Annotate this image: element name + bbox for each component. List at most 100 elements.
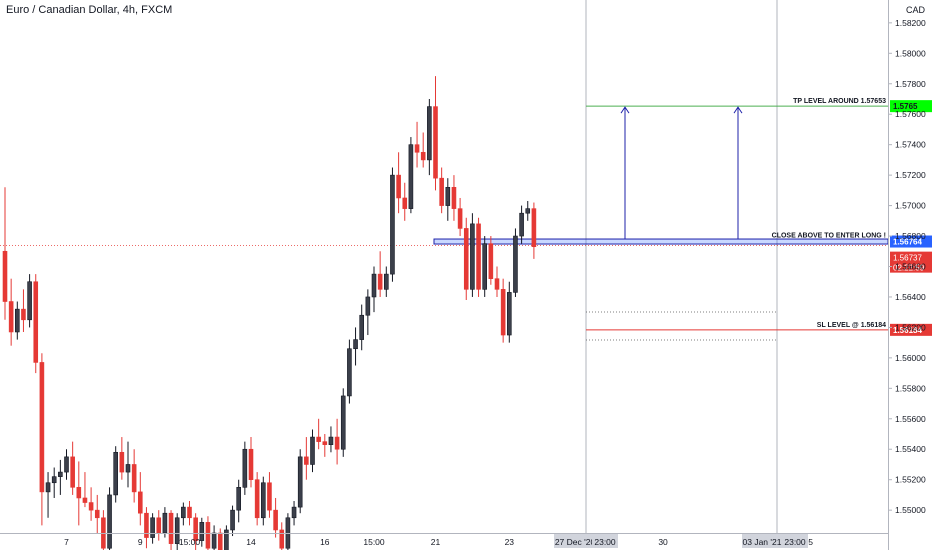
tp-price-tag: 1.5765 [893, 102, 918, 111]
candle-body [353, 339, 358, 350]
candle-body [187, 506, 192, 519]
candle-body [156, 517, 162, 534]
y-tick-label: 1.56800 [895, 231, 926, 241]
candle-body [119, 451, 125, 473]
candle-body [70, 456, 75, 488]
y-tick-label: 1.58200 [895, 18, 926, 28]
candle-body [316, 436, 321, 442]
candle-body [304, 456, 309, 465]
y-tick-label: 1.57800 [895, 79, 926, 89]
candle-body [439, 177, 444, 206]
candle-body [260, 482, 266, 519]
candle-body [64, 456, 69, 473]
candle-body [297, 456, 303, 508]
candle-body [248, 448, 254, 481]
candle-body [402, 197, 408, 209]
tp-price-tag-bg [890, 100, 932, 113]
candle-body [236, 487, 241, 511]
grid-layer [585, 0, 778, 533]
candle-body [224, 529, 229, 555]
candle-body [377, 273, 383, 290]
entry-label: CLOSE ABOVE TO ENTER LONG ! [772, 233, 886, 240]
y-tick-label: 1.55000 [895, 505, 926, 515]
candle-body [21, 308, 26, 321]
candle-body [193, 517, 198, 541]
candle-body [76, 487, 82, 499]
candle-body [531, 208, 537, 248]
candles-layer [2, 76, 537, 555]
candle-body [525, 208, 531, 214]
target-arrowhead [620, 106, 630, 114]
candle-body [181, 506, 186, 519]
y-tick-label: 1.58000 [895, 48, 926, 58]
time-marker-time: 23:00 [784, 537, 806, 547]
time-marker-date-bg [742, 534, 782, 548]
candle-body [445, 187, 451, 206]
x-tick-label: 14 [246, 537, 256, 547]
entry-zone-band [433, 238, 889, 245]
time-marker-date: 03 Jan '21 [743, 537, 782, 547]
candle-body [457, 208, 463, 229]
candle-body [39, 362, 45, 493]
candle-body [371, 273, 377, 298]
candle-body [340, 395, 346, 450]
candle-body [383, 273, 389, 290]
candle-body [230, 509, 235, 531]
candle-body [427, 106, 432, 161]
candle-body [408, 144, 414, 209]
entry-price-tag: 1.56764 [893, 238, 922, 247]
candle-body [131, 464, 137, 493]
candle-body [33, 281, 39, 363]
sl-price-tag: 1.56184 [893, 326, 922, 335]
candle-body [365, 296, 371, 316]
candle-body [51, 476, 57, 484]
candle-body [420, 151, 426, 161]
sl-price-tag-bg [890, 323, 932, 336]
candle-body [359, 314, 365, 340]
y-tick-label: 1.55200 [895, 475, 926, 485]
candle-body [500, 289, 506, 336]
y-tick-label: 1.56600 [895, 262, 926, 272]
y-tick-label: 1.57400 [895, 140, 926, 150]
x-tick-label: 16 [320, 537, 330, 547]
candle-body [519, 212, 524, 237]
annotation-back-layer [0, 238, 889, 341]
candle-body [279, 529, 285, 549]
time-marker-time-bg [782, 534, 808, 548]
current-price-tag-bg [890, 251, 932, 273]
candle-body [88, 502, 94, 511]
candle-body [211, 532, 217, 549]
x-tick-label: 15:00 [363, 537, 385, 547]
y-tick-label: 1.56200 [895, 322, 926, 332]
candle-body [113, 451, 118, 496]
current-price-tag: 1.56737 [893, 254, 922, 263]
candle-body [322, 441, 328, 445]
candle-body [273, 509, 278, 531]
candle-body [144, 512, 149, 538]
candle-body [476, 223, 481, 290]
candle-body [254, 479, 260, 519]
y-tick-label: 1.57200 [895, 170, 926, 180]
time-marker-date-bg [554, 534, 596, 548]
candle-body [162, 512, 168, 534]
candle-body [8, 301, 14, 333]
x-tick-label: 30 [658, 537, 668, 547]
y-tick-label: 1.55600 [895, 414, 926, 424]
candle-body [217, 532, 223, 555]
candle-body [107, 494, 112, 549]
candle-body [396, 174, 401, 199]
candle-body [205, 522, 211, 549]
sl-label: SL LEVEL @ 1.56184 [817, 322, 886, 329]
candle-body [291, 506, 297, 519]
y-tick-label: 1.55800 [895, 383, 926, 393]
candle-body [482, 243, 488, 290]
candle-body [242, 448, 248, 488]
x-tick-label: 9 [138, 537, 143, 547]
x-tick-label: 5 [808, 537, 813, 547]
candle-body [58, 471, 63, 477]
candle-body [390, 174, 395, 275]
annotation-front-layer: TP LEVEL AROUND 1.57653 SL LEVEL @ 1.5618… [586, 98, 932, 336]
